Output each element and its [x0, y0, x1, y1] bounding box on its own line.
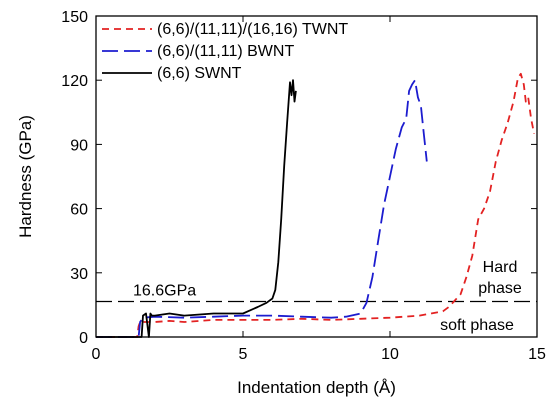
y-tick-label: 120	[61, 73, 88, 90]
soft-phase-label: soft phase	[440, 317, 514, 334]
plot-frame	[95, 15, 538, 338]
y-axis-label: Hardness (GPa)	[16, 115, 35, 238]
x-tick-label: 0	[92, 346, 101, 363]
x-axis-label: Indentation depth (Å)	[237, 378, 396, 397]
legend-label: (6,6) SWNT	[157, 65, 242, 82]
y-tick-label: 90	[70, 137, 88, 154]
reference-line-label: 16.6GPa	[133, 282, 196, 299]
legend: (6,6)/(11,11)/(16,16) TWNT (6,6)/(11,11) …	[102, 21, 348, 82]
y-tick-label: 150	[61, 9, 88, 26]
x-tick-label: 5	[239, 346, 248, 363]
legend-label: (6,6)/(11,11) BWNT	[157, 43, 294, 60]
legend-label: (6,6)/(11,11)/(16,16) TWNT	[157, 21, 348, 38]
hard-phase-label-line1: Hard	[483, 259, 518, 276]
x-tick-label: 15	[528, 346, 546, 363]
y-tick-label: 60	[70, 202, 88, 219]
y-tick-label: 30	[70, 266, 88, 283]
hard-phase-label-line2: phase	[478, 280, 522, 297]
y-tick-label: 0	[79, 330, 88, 347]
series-line-1	[96, 79, 428, 338]
x-tick-label: 10	[381, 346, 399, 363]
